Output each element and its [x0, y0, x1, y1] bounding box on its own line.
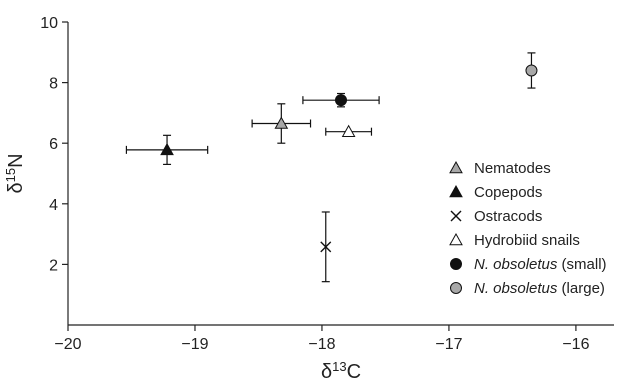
legend-item: Nematodes	[449, 160, 551, 177]
y-tick-label: 4	[49, 197, 58, 214]
legend-label-text: (large)	[557, 280, 605, 297]
y-tick-label: 6	[49, 136, 58, 153]
data-point-marker	[525, 64, 538, 77]
legend-item: Hydrobiid snails	[449, 232, 580, 249]
x-axis-label-suffix: C	[347, 361, 361, 383]
y-tick-label: 2	[49, 257, 58, 274]
legend-label: Copepods	[474, 184, 542, 201]
legend-item: N. obsoletus (small)	[450, 256, 607, 273]
cross-stroke	[450, 210, 462, 222]
x-axis-label-sup: 13	[332, 359, 346, 374]
y-axis-label: δ15N	[3, 153, 27, 193]
data-point-group	[251, 103, 312, 144]
y-tick-label: 8	[49, 76, 58, 93]
legend-marker	[450, 258, 462, 270]
legend-label-italic: N. obsoletus	[474, 256, 558, 273]
legend-label-italic: N. obsoletus	[474, 280, 558, 297]
legend-label: Nematodes	[474, 160, 551, 177]
x-tick-label: −17	[435, 336, 462, 353]
data-point-marker	[335, 94, 347, 107]
legend-label-text: Hydrobiid snails	[474, 232, 580, 249]
legend-marker	[450, 210, 462, 222]
legend-item: N. obsoletus (large)	[450, 280, 605, 297]
legend-marker	[449, 232, 463, 246]
x-tick-label: −16	[562, 336, 589, 353]
data-points	[125, 52, 538, 283]
data-point-group	[125, 134, 209, 166]
axes	[67, 22, 614, 326]
y-axis-label-prefix: δ	[5, 182, 27, 193]
legend-label-text: Ostracods	[474, 208, 542, 225]
legend-label-text: Nematodes	[474, 160, 551, 177]
data-point-group	[525, 52, 538, 89]
legend-label: Hydrobiid snails	[474, 232, 580, 249]
x-ticks: −20 −19 −18 −17 −16	[54, 325, 590, 353]
x-axis-label: δ13C	[321, 359, 361, 383]
cross-stroke	[320, 241, 332, 253]
y-tick-label: 10	[40, 15, 58, 32]
x-axis-label-prefix: δ	[321, 361, 332, 383]
data-point-marker	[320, 241, 332, 253]
legend-label: N. obsoletus (small)	[474, 256, 607, 273]
legend-label: N. obsoletus (large)	[474, 280, 605, 297]
legend-marker	[449, 184, 463, 198]
y-axis-label-sup: 15	[3, 168, 18, 182]
x-tick-label: −18	[308, 336, 335, 353]
data-point-marker	[341, 124, 356, 137]
data-point-marker	[274, 116, 289, 129]
y-ticks: 2 4 6 8 10	[40, 15, 68, 274]
data-point-marker	[160, 142, 174, 156]
legend-marker	[450, 282, 462, 294]
data-point-group	[302, 92, 380, 108]
legend-label: Ostracods	[474, 208, 542, 225]
legend-label-text: (small)	[557, 256, 606, 273]
legend-marker	[449, 160, 463, 174]
x-tick-label: −20	[54, 336, 81, 353]
legend: Nematodes Copepods Ostracods Hydrobiid snai…	[449, 160, 607, 297]
legend-item: Copepods	[449, 184, 542, 201]
x-tick-label: −19	[181, 336, 208, 353]
legend-label-text: Copepods	[474, 184, 542, 201]
legend-item: Ostracods	[450, 208, 542, 225]
y-axis-label-suffix: N	[5, 153, 27, 167]
data-point-group	[325, 124, 373, 137]
data-point-group	[320, 211, 332, 283]
